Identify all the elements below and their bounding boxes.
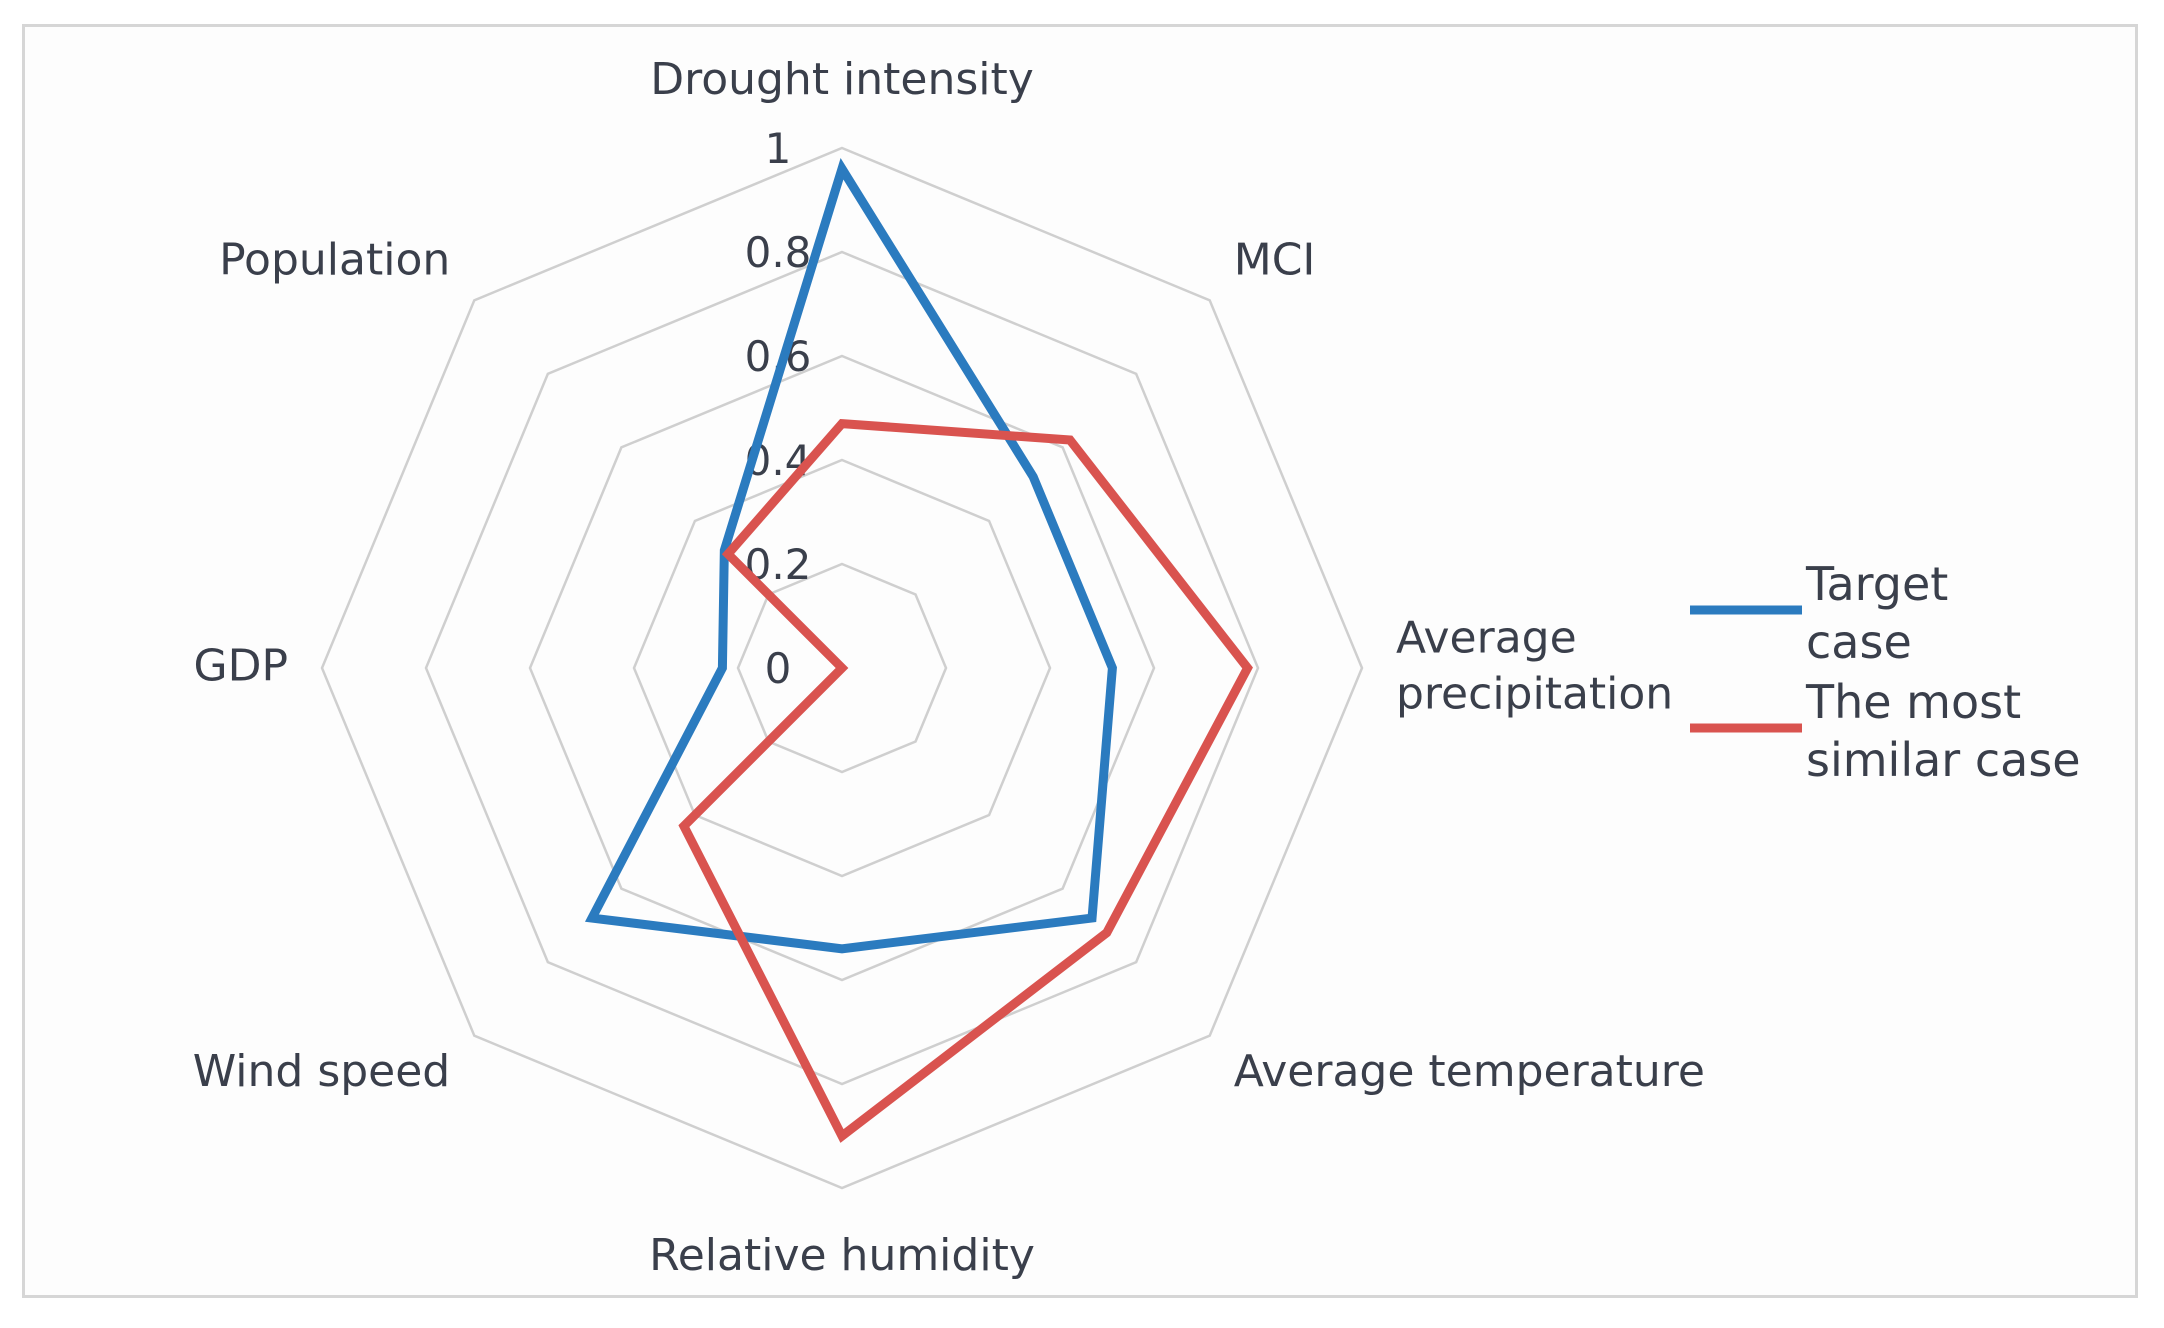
grid-ring-4 <box>424 250 1260 1086</box>
legend-label-1: The most similar case <box>1805 675 2081 787</box>
radar-grid <box>320 146 1364 1190</box>
chart-frame <box>22 24 2138 1298</box>
axis-label-6: GDP <box>193 640 288 691</box>
grid-ring-3 <box>528 354 1156 982</box>
axis-label-2: Average precipitation <box>1396 612 1673 719</box>
axis-label-7: Population <box>219 235 450 286</box>
series-line-1 <box>678 418 1253 1143</box>
radial-tick-labels: 00.20.40.60.81 <box>745 124 812 693</box>
axis-labels: Drought intensity MCI Average precipitation… <box>193 54 1705 1281</box>
radar-series <box>584 158 1253 1143</box>
axis-label-5: Wind speed <box>193 1046 451 1097</box>
series-line-0 <box>584 158 1117 954</box>
axis-label-0: Drought intensity <box>650 54 1034 105</box>
axis-label-1: MCI <box>1234 235 1316 286</box>
legend-label-0: Target case <box>1805 557 1948 669</box>
grid-ring-5 <box>320 146 1364 1190</box>
grid-ring-2 <box>632 458 1052 878</box>
tick-label-4: 0.8 <box>745 228 812 277</box>
tick-label-0: 0 <box>765 644 792 693</box>
axis-label-3: Average temperature <box>1234 1046 1705 1097</box>
tick-label-5: 1 <box>765 124 792 173</box>
axis-label-4: Relative humidity <box>649 1230 1035 1281</box>
grid-ring-1 <box>736 562 948 774</box>
